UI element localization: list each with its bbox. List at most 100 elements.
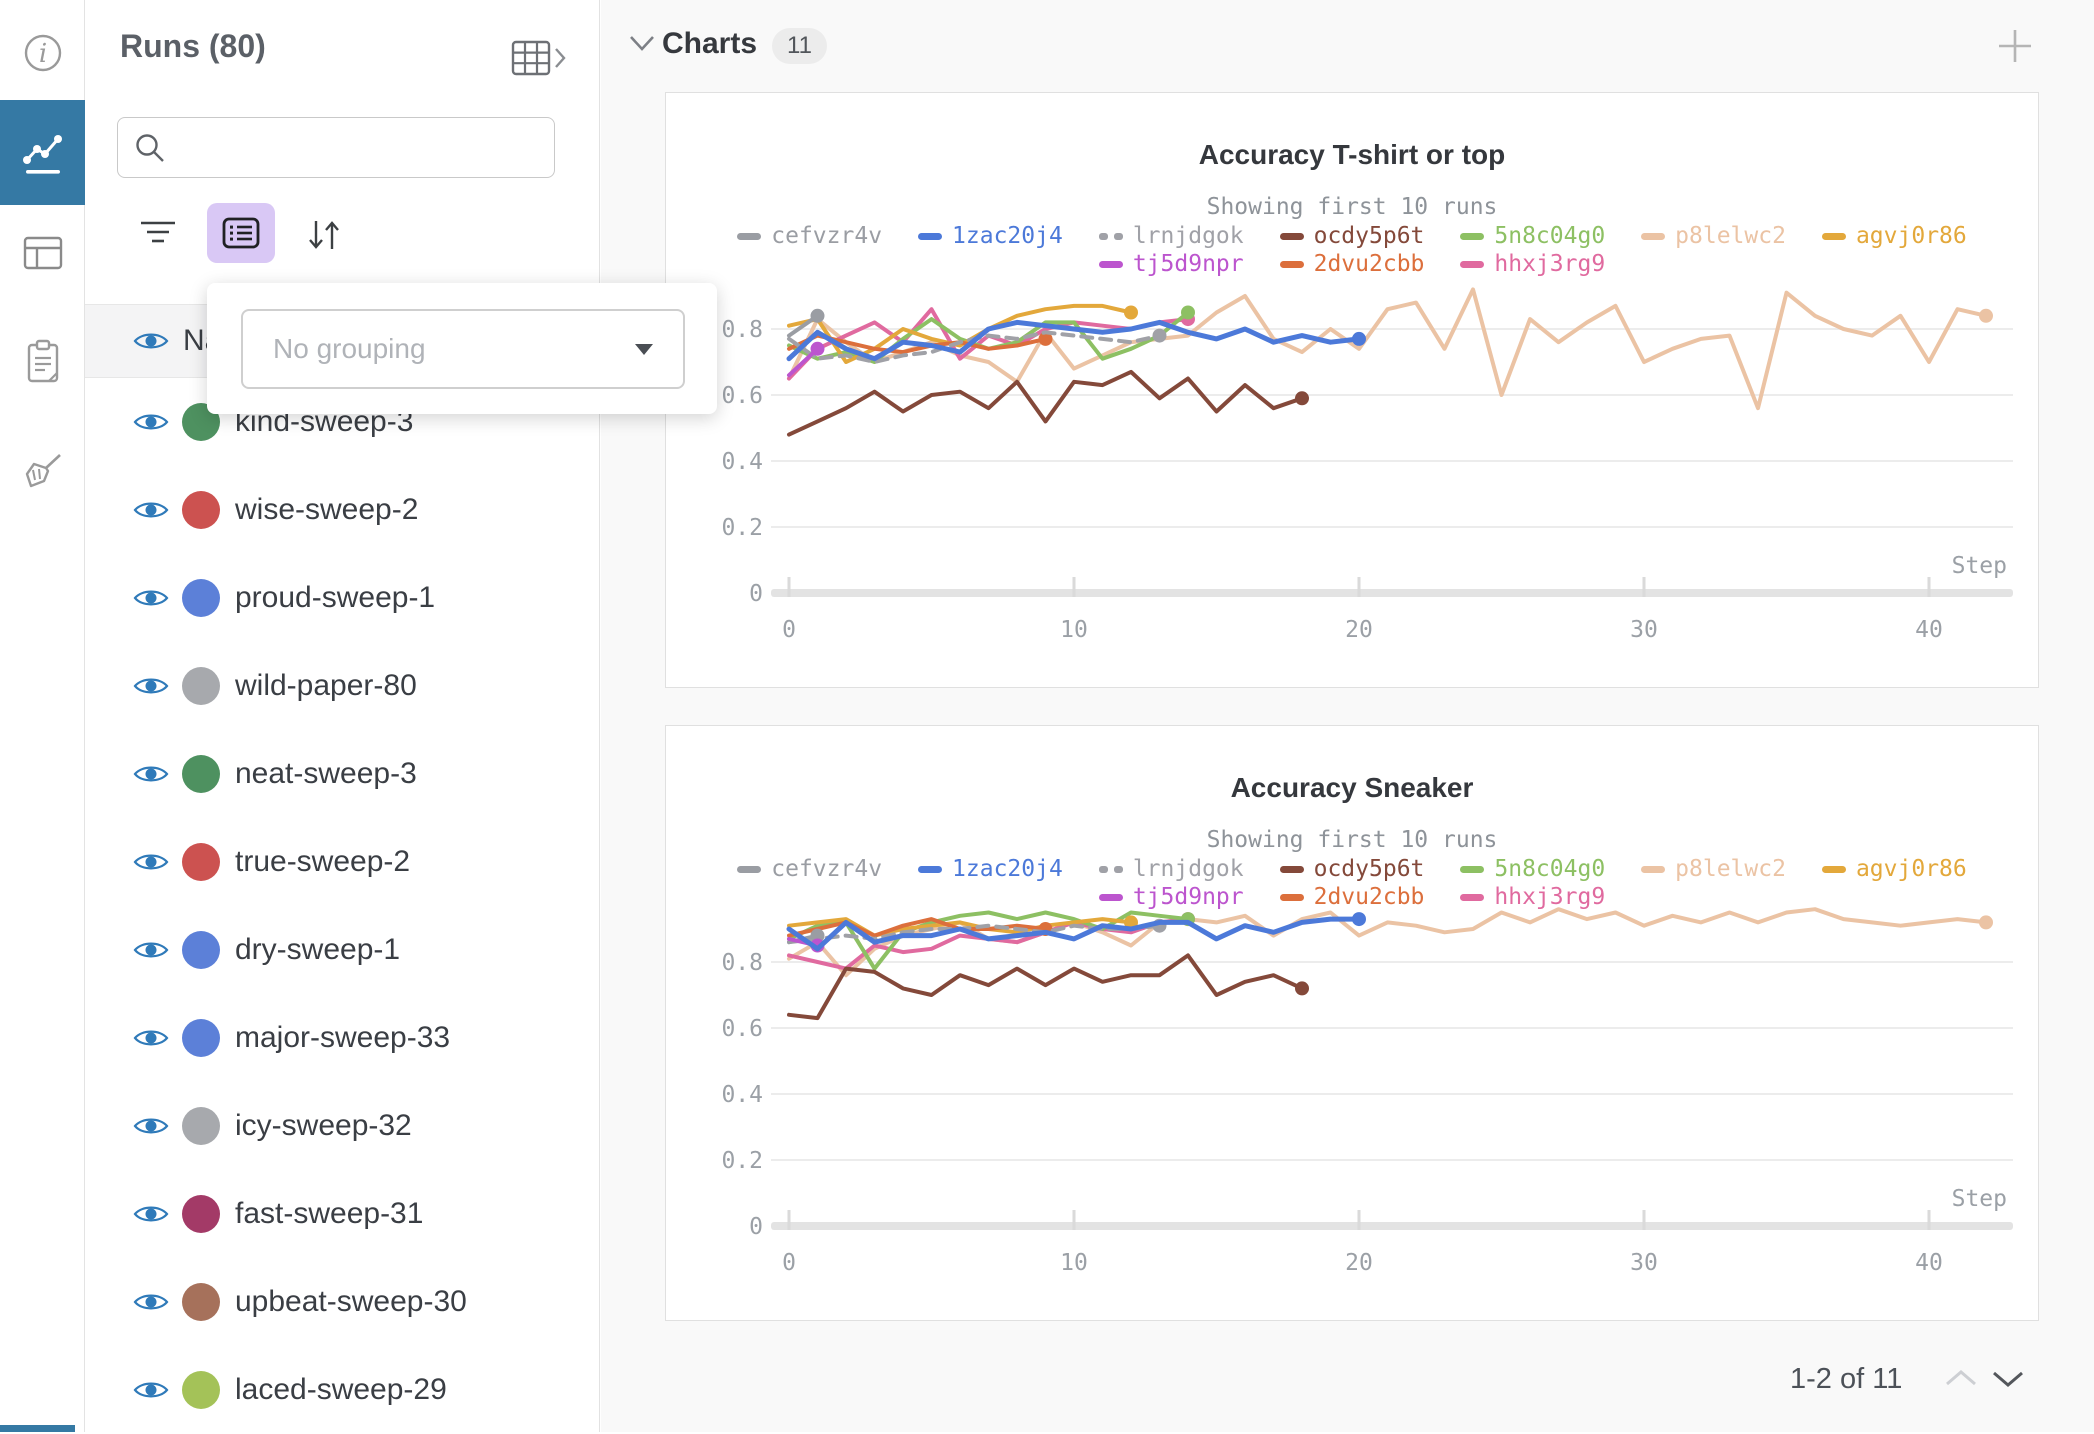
eye-visible-icon[interactable] [133,586,169,610]
chart-plot[interactable]: 0 0.2 0.4 0.6 0.8 0 10 20 30 40 Step [666,271,2038,689]
legend-item[interactable]: hhxj3rg9 [1460,884,1605,910]
legend-item[interactable]: lrnjdgok [1098,223,1244,249]
legend-item[interactable]: ocdy5p6t [1279,223,1424,249]
run-row[interactable]: major-sweep-33 [85,994,600,1082]
eye-visible-icon[interactable] [133,1378,169,1402]
run-row[interactable]: neat-sweep-3 [85,730,600,818]
search-input[interactable] [178,118,554,177]
grouping-placeholder: No grouping [273,333,426,364]
legend-row: tj5d9npr 2dvu2cbb hhxj3rg9 [666,250,2038,278]
legend-swatch [737,865,762,873]
sidebar-item-charts-active[interactable] [0,100,85,205]
legend-item[interactable]: cefvzr4v [737,223,882,249]
charts-section-title[interactable]: Charts [662,27,758,60]
legend-item[interactable]: agvj0r86 [1821,856,1967,882]
chart-plot[interactable]: 0 0.2 0.4 0.6 0.8 0 10 20 30 40 Step [666,904,2038,1322]
eye-visible-icon[interactable] [133,1026,169,1050]
run-color-dot [182,1019,220,1057]
run-row[interactable]: wise-sweep-2 [85,466,600,554]
table-icon[interactable] [0,233,85,273]
legend-item[interactable]: 1zac20j4 [918,223,1063,249]
legend-swatch [1821,865,1846,873]
series-line-1zac20j4[interactable] [786,319,1362,362]
legend-item[interactable]: 2dvu2cbb [1279,251,1424,277]
legend-item[interactable]: tj5d9npr [1098,251,1244,277]
eye-visible-icon[interactable] [133,850,169,874]
clipboard-icon[interactable] [0,338,85,386]
run-name[interactable]: icy-sweep-32 [235,1109,412,1142]
legend-item[interactable]: p8lelwc2 [1641,856,1786,882]
section-collapse-chevron-icon[interactable] [627,32,657,59]
legend-item[interactable]: agvj0r86 [1821,223,1967,249]
series-line-ocdy5p6t[interactable] [787,953,1304,1021]
search-icon [136,133,164,162]
eye-visible-icon[interactable] [133,938,169,962]
add-panel-plus-icon[interactable] [1996,27,2034,70]
legend-item[interactable]: cefvzr4v [737,856,882,882]
run-name[interactable]: dry-sweep-1 [235,933,401,966]
expand-table-icon[interactable] [511,40,567,81]
page-down-chevron-icon[interactable] [1990,1367,2026,1396]
run-row[interactable]: dry-sweep-1 [85,906,600,994]
info-icon[interactable]: i [0,32,85,74]
eye-visible-icon[interactable] [133,674,169,698]
grouping-select[interactable]: No grouping [241,309,685,389]
legend-item[interactable]: tj5d9npr [1098,884,1244,910]
run-name[interactable]: proud-sweep-1 [235,581,436,614]
broom-icon[interactable] [0,448,85,498]
eye-visible-icon[interactable] [133,329,169,353]
x-tick-label: 10 [1060,617,1088,643]
run-name[interactable]: laced-sweep-29 [235,1373,447,1406]
legend-row: cefvzr4v 1zac20j4 lrnjdgok ocdy5p6t 5n8c04g0… [666,222,2038,250]
run-search-box[interactable] [117,117,555,178]
legend-item[interactable]: ocdy5p6t [1279,856,1424,882]
group-view-button[interactable] [207,203,275,263]
run-row[interactable]: true-sweep-2 [85,818,600,906]
eye-visible-icon[interactable] [133,1202,169,1226]
series-line-1zac20j4[interactable] [786,916,1362,952]
eye-visible-icon[interactable] [133,1114,169,1138]
x-tick-label: 30 [1630,617,1658,643]
legend-swatch [1279,260,1304,268]
sort-icon[interactable] [302,213,346,262]
legend-item[interactable]: p8lelwc2 [1641,223,1786,249]
run-row[interactable]: laced-sweep-29 [85,1346,600,1434]
run-name[interactable]: upbeat-sweep-30 [235,1285,467,1318]
run-row[interactable]: icy-sweep-32 [85,1082,600,1170]
run-row[interactable]: upbeat-sweep-30 [85,1258,600,1346]
legend-item[interactable]: 2dvu2cbb [1279,884,1424,910]
legend-swatch [1279,893,1304,901]
filter-icon[interactable] [138,216,178,257]
run-color-dot [182,1195,220,1233]
series-line-agvj0r86[interactable] [787,303,1133,364]
series-endpoint [1295,391,1309,406]
y-tick-label: 0.2 [721,515,763,541]
eye-visible-icon[interactable] [133,762,169,786]
series-endpoint [1979,915,1993,930]
series-line-ocdy5p6t[interactable] [787,369,1304,437]
legend-item[interactable]: lrnjdgok [1098,856,1244,882]
run-name[interactable]: neat-sweep-3 [235,757,417,790]
run-row[interactable]: wild-paper-80 [85,642,600,730]
legend-item[interactable]: 1zac20j4 [918,856,1063,882]
eye-visible-icon[interactable] [133,1290,169,1314]
legend-item[interactable]: 5n8c04g0 [1460,856,1605,882]
legend-item[interactable]: hhxj3rg9 [1460,251,1605,277]
eye-visible-icon[interactable] [133,498,169,522]
series-line-agvj0r86[interactable] [787,917,1133,938]
run-name[interactable]: major-sweep-33 [235,1021,451,1054]
run-name[interactable]: fast-sweep-31 [235,1197,424,1230]
series-endpoint [1152,328,1167,343]
run-row[interactable]: fast-sweep-31 [85,1170,600,1258]
run-row[interactable]: proud-sweep-1 [85,554,600,642]
series-line-p8lelwc2[interactable] [787,287,1988,411]
run-name[interactable]: true-sweep-2 [235,845,411,878]
legend-item[interactable]: 5n8c04g0 [1460,223,1605,249]
eye-visible-icon[interactable] [133,410,169,434]
chart-panel[interactable]: Accuracy Sneaker Showing first 10 runs c… [665,725,2039,1321]
run-name[interactable]: wise-sweep-2 [235,493,419,526]
page-up-chevron-icon[interactable] [1943,1367,1979,1396]
chart-panel[interactable]: Accuracy T-shirt or top Showing first 10… [665,92,2039,688]
run-name[interactable]: wild-paper-80 [235,669,417,702]
series-line-p8lelwc2[interactable] [787,907,1988,978]
